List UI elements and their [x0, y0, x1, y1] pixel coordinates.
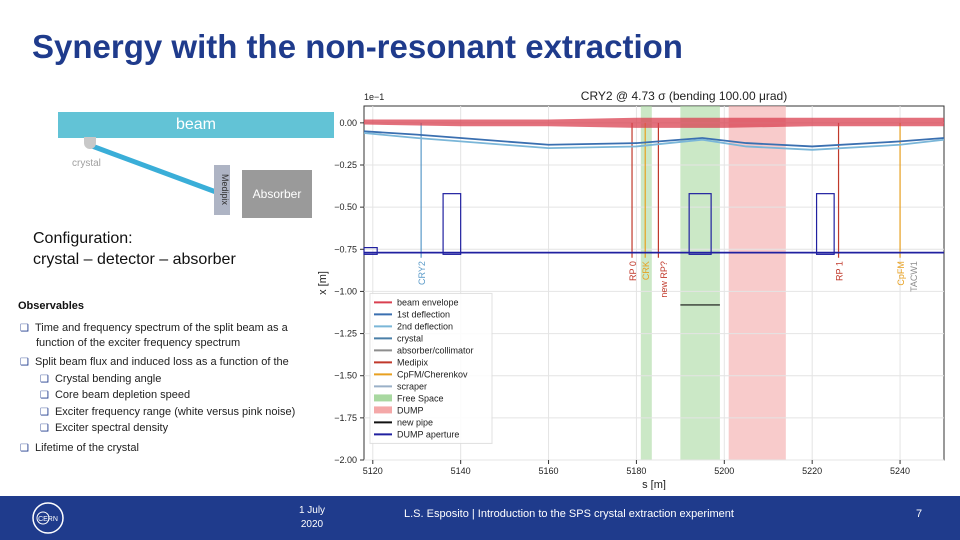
- x-tick-label: 5180: [626, 466, 646, 476]
- observable-item: ❑ Lifetime of the crystal: [20, 441, 139, 456]
- x-axis-label: s [m]: [642, 479, 666, 490]
- x-tick-label: 5220: [802, 466, 822, 476]
- y-tick-label: −1.25: [334, 329, 357, 339]
- footer-bar: [0, 496, 960, 540]
- legend-entry: DUMP: [397, 405, 424, 415]
- legend-entry: beam envelope: [397, 297, 459, 307]
- y-axis-label: x [m]: [318, 271, 329, 295]
- crystal-label: crystal: [72, 158, 101, 169]
- footer-date-line2: 2020: [300, 519, 324, 530]
- observable-text: Crystal bending angle: [54, 373, 162, 385]
- checkbox-bullet-icon: ❑: [20, 357, 29, 368]
- collimator-box: [815, 193, 835, 255]
- legend-entry: new pipe: [397, 417, 433, 427]
- element-label: CRY2: [417, 261, 427, 285]
- observable-text: Lifetime of the crystal: [34, 442, 139, 454]
- legend-swatch: [374, 394, 392, 402]
- page-number: 7: [916, 508, 923, 520]
- collimator-box: [688, 193, 712, 255]
- absorber-block: Absorber: [242, 170, 312, 218]
- y-tick-label: −2.00: [334, 455, 357, 465]
- axis-exponent-label: 1e−1: [364, 92, 384, 102]
- y-tick-label: −1.00: [334, 286, 357, 296]
- checkbox-bullet-icon: ❑: [20, 443, 29, 454]
- y-tick-label: −1.50: [334, 371, 357, 381]
- legend-entry: DUMP aperture: [397, 429, 459, 439]
- deflected-beam-line: [91, 143, 217, 195]
- observable-text: Exciter spectral density: [54, 422, 169, 434]
- observable-text: Core beam depletion speed: [54, 389, 191, 401]
- checkbox-bullet-icon: ❑: [40, 390, 49, 401]
- legend-entry: Free Space: [397, 393, 444, 403]
- checkbox-bullet-icon: ❑: [40, 423, 49, 434]
- slide-title: Synergy with the non-resonant extraction: [32, 28, 683, 65]
- y-tick-label: −0.25: [334, 160, 357, 170]
- region-band: [680, 106, 720, 460]
- x-tick-label: 5120: [363, 466, 383, 476]
- observable-text: Split beam flux and induced loss as a fu…: [34, 356, 289, 368]
- observable-subitem: ❑ Exciter frequency range (white versus p…: [40, 405, 295, 420]
- observable-item: ❑ Time and frequency spectrum of the spli…: [20, 321, 288, 351]
- y-tick-label: 0.00: [339, 118, 357, 128]
- legend-entry: Medipix: [397, 357, 429, 367]
- cern-logo-text: CERN: [38, 516, 58, 523]
- observable-subitem: ❑ Crystal bending angle: [40, 372, 161, 387]
- chart-legend: beam envelope 1st deflection 2nd deflectio…: [369, 292, 493, 444]
- element-label: CpFM: [896, 261, 906, 286]
- legend-entry: scraper: [397, 381, 427, 391]
- region-band: [728, 106, 786, 460]
- beam-bar: beam: [58, 112, 334, 138]
- element-label: new RP?: [659, 261, 669, 298]
- legend-entry: 1st deflection: [397, 309, 450, 319]
- configuration-text: Configuration: crystal – detector – abso…: [33, 228, 236, 270]
- x-tick-label: 5140: [451, 466, 471, 476]
- observable-subitem: ❑ Exciter spectral density: [40, 421, 168, 436]
- y-tick-label: −1.75: [334, 413, 357, 423]
- element-label: RP 0: [628, 261, 638, 281]
- x-tick-label: 5240: [890, 466, 910, 476]
- y-tick-label: −0.75: [334, 244, 357, 254]
- checkbox-bullet-icon: ❑: [40, 407, 49, 418]
- legend-swatch: [374, 406, 392, 414]
- element-label: CRK: [641, 261, 651, 280]
- series-beam-envelope: [364, 117, 944, 128]
- legend-entry: crystal: [397, 333, 423, 343]
- observable-text: function of the exciter frequency spectr…: [36, 337, 241, 349]
- legend-entry: CpFM/Cherenkov: [397, 369, 468, 379]
- observable-text: Exciter frequency range (white versus pi…: [54, 406, 296, 418]
- checkbox-bullet-icon: ❑: [20, 323, 29, 334]
- footer-text: L.S. Esposito | Introduction to the SPS …: [404, 508, 734, 520]
- checkbox-bullet-icon: ❑: [40, 374, 49, 385]
- legend-entry: absorber/collimator: [397, 345, 474, 355]
- crystal-shape: [84, 137, 96, 149]
- medipix-detector: [214, 165, 230, 215]
- element-label: TACW1: [909, 261, 919, 292]
- legend-box: [369, 292, 493, 444]
- x-tick-label: 5160: [539, 466, 559, 476]
- cern-logo-icon: CERN: [32, 502, 64, 534]
- config-line-1: Configuration:: [33, 230, 133, 247]
- observable-subitem: ❑ Core beam depletion speed: [40, 388, 190, 403]
- legend-entry: 2nd deflection: [397, 321, 453, 331]
- collimator-box: [363, 247, 378, 255]
- medipix-label: Medipix: [220, 174, 230, 206]
- footer-date: 1 July 2020: [286, 504, 338, 532]
- collimator-box: [442, 193, 462, 255]
- y-tick-label: −0.50: [334, 202, 357, 212]
- chart-title: CRY2 @ 4.73 σ (bending 100.00 μrad): [581, 89, 787, 103]
- observables-title: Observables: [18, 300, 85, 312]
- series-line: [363, 132, 945, 151]
- series-line: [363, 130, 945, 148]
- observable-item: ❑ Split beam flux and induced loss as a f…: [20, 355, 289, 370]
- region-band: [640, 106, 652, 460]
- observable-text: Time and frequency spectrum of the split…: [34, 322, 288, 334]
- x-tick-label: 5200: [714, 466, 734, 476]
- footer-date-line1: 1 July: [298, 505, 326, 516]
- config-line-2: crystal – detector – absorber: [33, 251, 236, 268]
- element-label: RP 1: [835, 261, 845, 281]
